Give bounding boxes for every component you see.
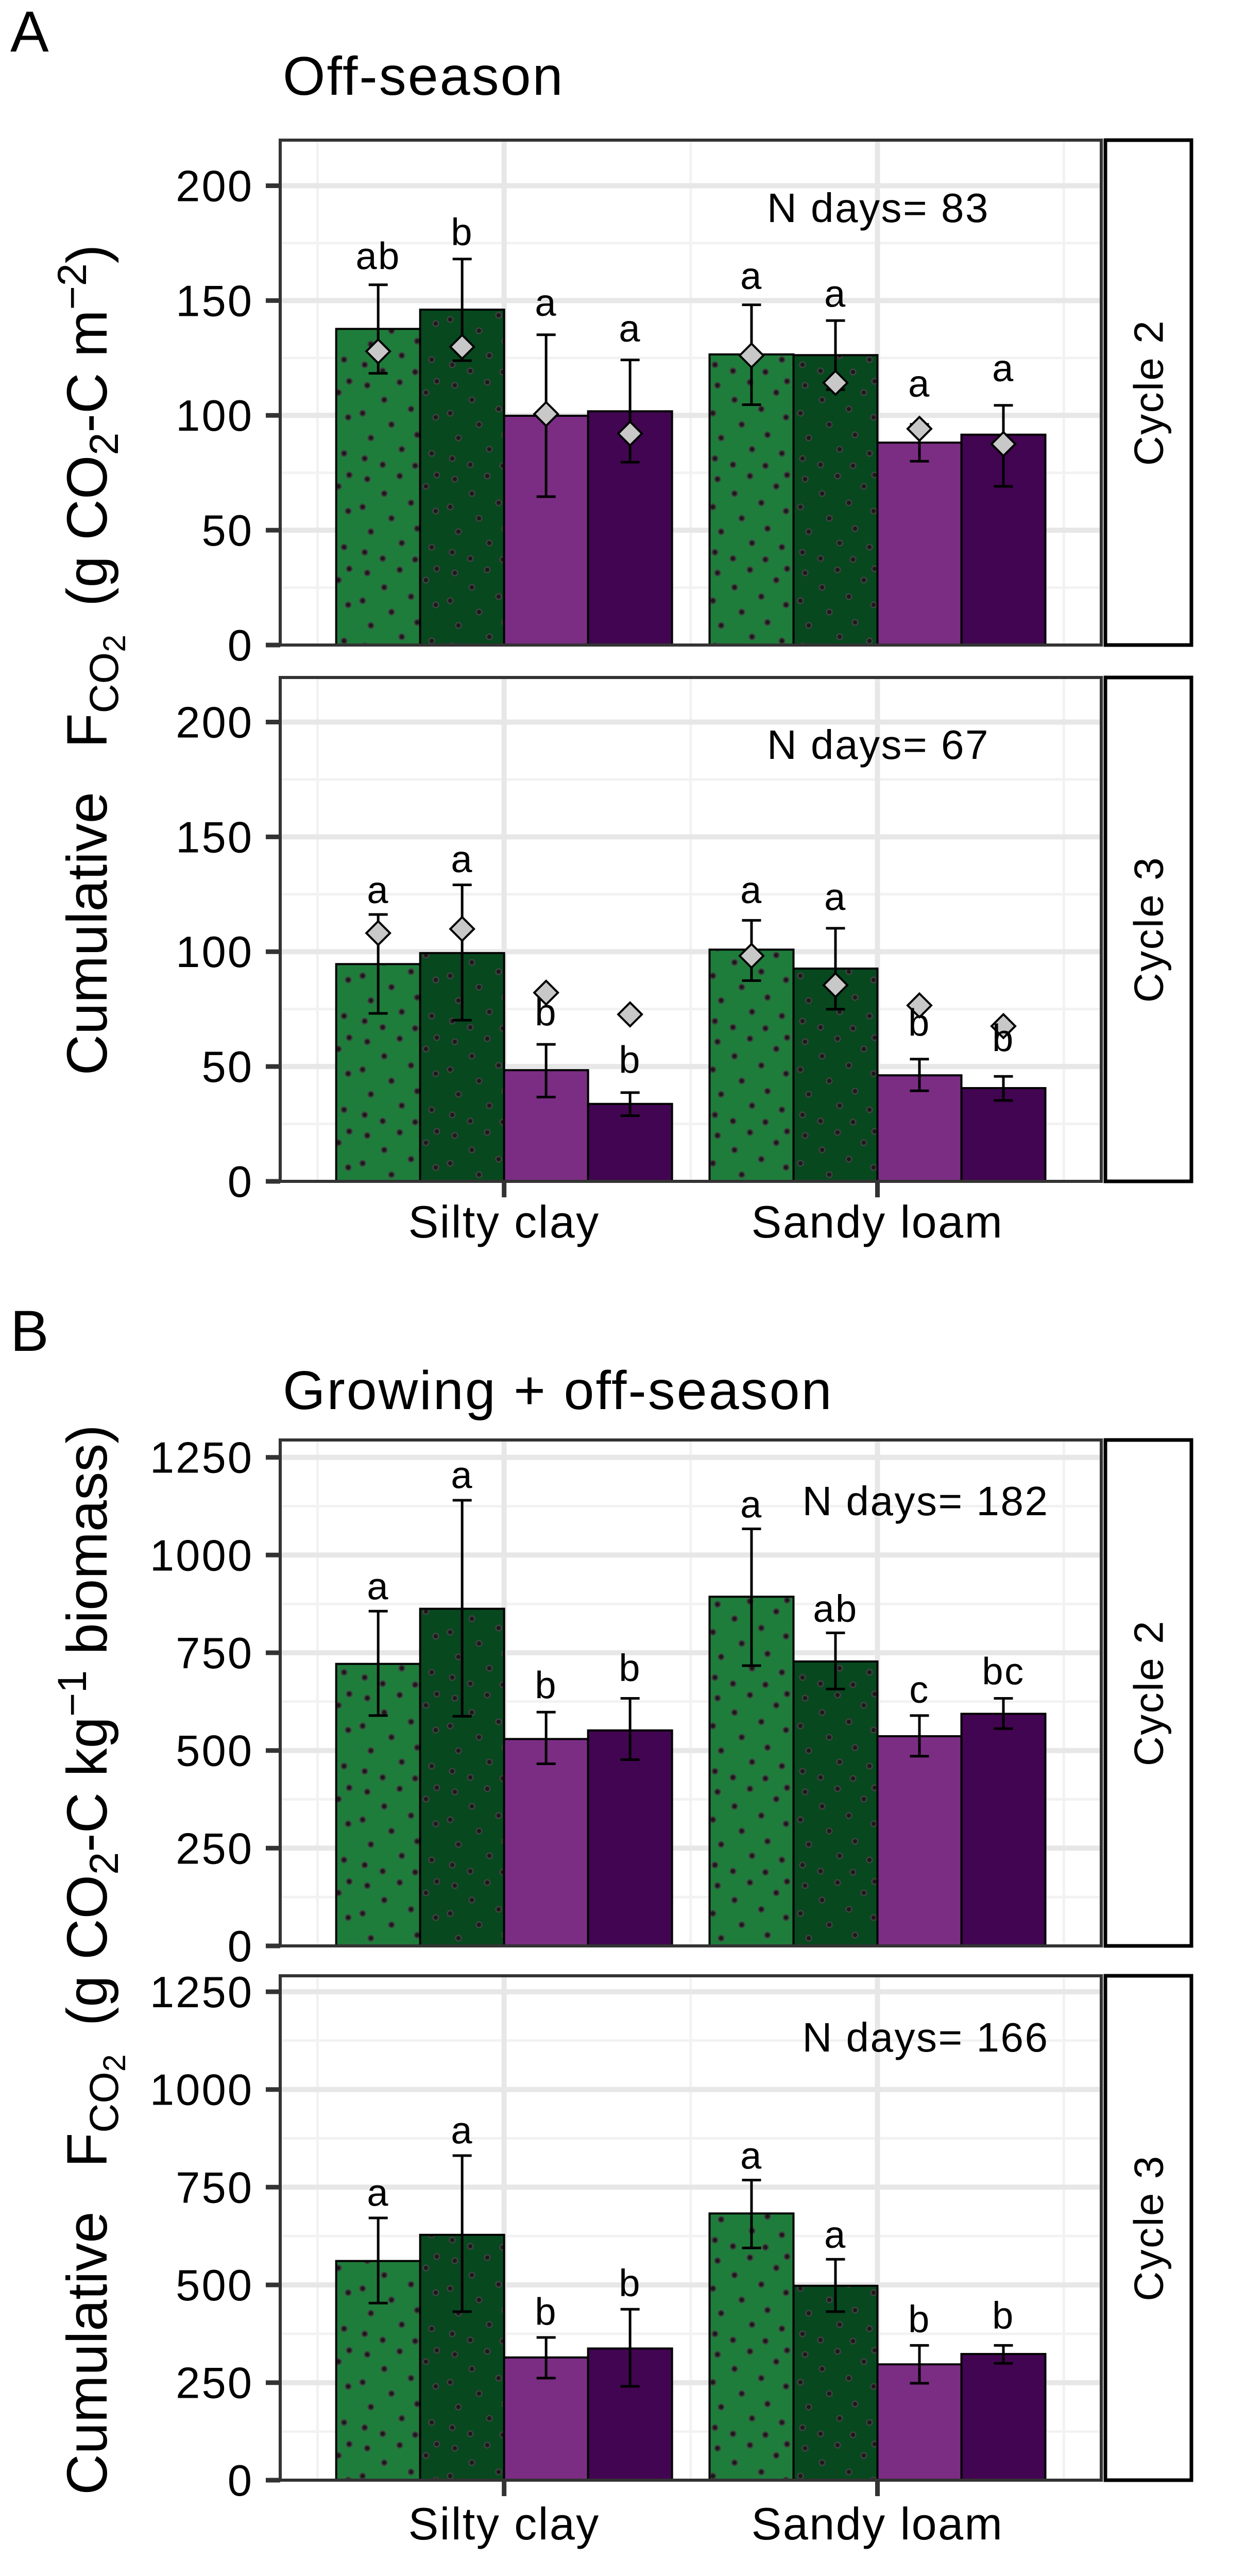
- svg-text:A: A: [10, 0, 49, 64]
- svg-text:a: a: [451, 2109, 473, 2152]
- svg-text:1250: 1250: [150, 1434, 253, 1483]
- svg-text:a: a: [451, 1454, 473, 1497]
- svg-text:a: a: [740, 869, 763, 911]
- svg-text:100: 100: [176, 392, 253, 440]
- svg-text:ab: ab: [356, 235, 401, 278]
- svg-text:a: a: [740, 2134, 763, 2177]
- svg-text:250: 250: [176, 1824, 253, 1873]
- svg-text:50: 50: [201, 1043, 253, 1092]
- svg-text:0: 0: [228, 2456, 253, 2505]
- svg-text:bc: bc: [982, 1650, 1025, 1693]
- svg-text:0: 0: [228, 1158, 253, 1207]
- svg-text:b: b: [908, 2298, 931, 2341]
- svg-text:0: 0: [228, 621, 253, 670]
- svg-text:Cycle 2: Cycle 2: [1126, 1620, 1172, 1766]
- svg-text:Growing + off-season: Growing + off-season: [283, 1360, 833, 1421]
- svg-text:200: 200: [176, 699, 253, 748]
- svg-text:Sandy loam: Sandy loam: [752, 2498, 1004, 2549]
- svg-text:100: 100: [176, 928, 253, 977]
- svg-text:b: b: [535, 1664, 557, 1707]
- svg-text:50: 50: [201, 506, 253, 555]
- svg-text:B: B: [10, 1299, 49, 1363]
- svg-text:1250: 1250: [150, 1968, 253, 2017]
- svg-text:b: b: [908, 1001, 931, 1044]
- svg-text:1000: 1000: [150, 1531, 253, 1580]
- svg-text:a: a: [367, 1565, 389, 1608]
- svg-text:Cumulative FCO2 (g CO2-C m−2): Cumulative FCO2 (g CO2-C m−2): [49, 245, 132, 1076]
- svg-text:a: a: [619, 307, 641, 350]
- svg-text:N days= 83: N days= 83: [767, 185, 989, 231]
- svg-text:0: 0: [228, 1922, 253, 1971]
- svg-text:b: b: [619, 2262, 641, 2304]
- svg-text:500: 500: [176, 1727, 253, 1776]
- svg-text:150: 150: [176, 813, 253, 862]
- svg-text:Sandy loam: Sandy loam: [752, 1196, 1004, 1247]
- svg-text:b: b: [992, 2294, 1015, 2337]
- svg-text:750: 750: [176, 1629, 253, 1678]
- svg-text:N days= 166: N days= 166: [803, 2014, 1049, 2060]
- svg-text:b: b: [535, 2290, 557, 2333]
- svg-text:150: 150: [176, 277, 253, 326]
- svg-text:Cumulative FCO2 (g CO2-C kg−1: Cumulative FCO2 (g CO2-C kg−1 biomass): [49, 1425, 132, 2495]
- svg-text:Silty clay: Silty clay: [408, 1196, 600, 1247]
- svg-text:a: a: [824, 2213, 847, 2256]
- svg-text:b: b: [619, 1039, 641, 1081]
- svg-text:Cycle 3: Cycle 3: [1126, 2155, 1172, 2301]
- svg-text:750: 750: [176, 2163, 253, 2212]
- svg-text:N days= 67: N days= 67: [767, 722, 989, 768]
- svg-text:b: b: [992, 1016, 1015, 1059]
- svg-text:a: a: [992, 347, 1015, 389]
- svg-text:ab: ab: [813, 1587, 858, 1630]
- svg-text:1000: 1000: [150, 2066, 253, 2115]
- svg-text:Silty clay: Silty clay: [408, 2498, 600, 2549]
- svg-text:Off-season: Off-season: [283, 46, 565, 107]
- svg-text:N days= 182: N days= 182: [803, 1478, 1049, 1524]
- svg-text:Cycle 2: Cycle 2: [1126, 319, 1172, 466]
- svg-text:b: b: [535, 991, 557, 1033]
- svg-text:a: a: [740, 1483, 763, 1526]
- svg-text:a: a: [367, 2172, 389, 2214]
- svg-text:a: a: [824, 272, 847, 315]
- svg-text:Cycle 3: Cycle 3: [1126, 856, 1172, 1003]
- svg-text:a: a: [367, 869, 389, 911]
- svg-text:500: 500: [176, 2261, 253, 2310]
- svg-text:a: a: [740, 255, 763, 297]
- svg-text:a: a: [908, 362, 931, 405]
- svg-text:b: b: [619, 1647, 641, 1689]
- svg-text:250: 250: [176, 2359, 253, 2408]
- svg-text:a: a: [824, 875, 847, 918]
- svg-text:a: a: [451, 838, 473, 880]
- svg-text:200: 200: [176, 162, 253, 211]
- svg-text:c: c: [909, 1668, 930, 1711]
- svg-text:a: a: [535, 281, 557, 324]
- svg-text:b: b: [451, 211, 473, 253]
